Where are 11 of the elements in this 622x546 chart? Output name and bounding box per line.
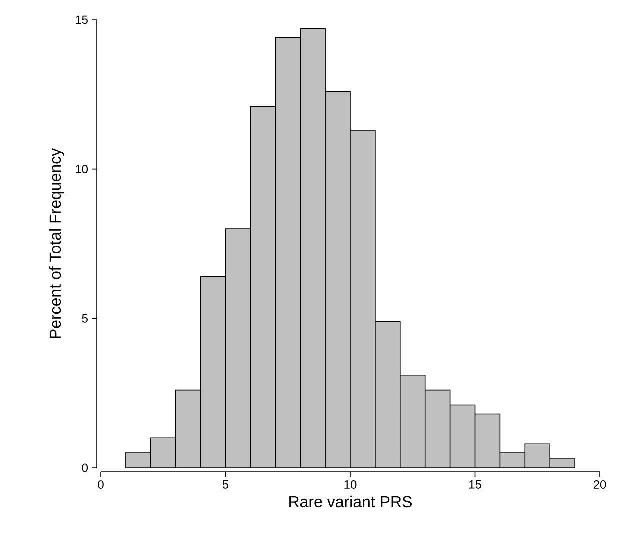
x-tick-label: 10 <box>344 480 357 490</box>
y-tick-label: 10 <box>76 165 88 174</box>
y-axis-title: Percent of Total Frequency <box>49 148 64 338</box>
y-tick-label: 0 <box>82 464 88 472</box>
x-tick-label: 20 <box>594 480 606 490</box>
x-tick-label: 5 <box>222 480 229 489</box>
x-tick-label: 15 <box>469 480 482 489</box>
y-tick-label: 15 <box>76 16 88 24</box>
x-tick-label: 0 <box>98 480 104 490</box>
y-tick-label: 5 <box>82 314 88 323</box>
x-axis-title: Rare variant PRS <box>290 496 412 508</box>
